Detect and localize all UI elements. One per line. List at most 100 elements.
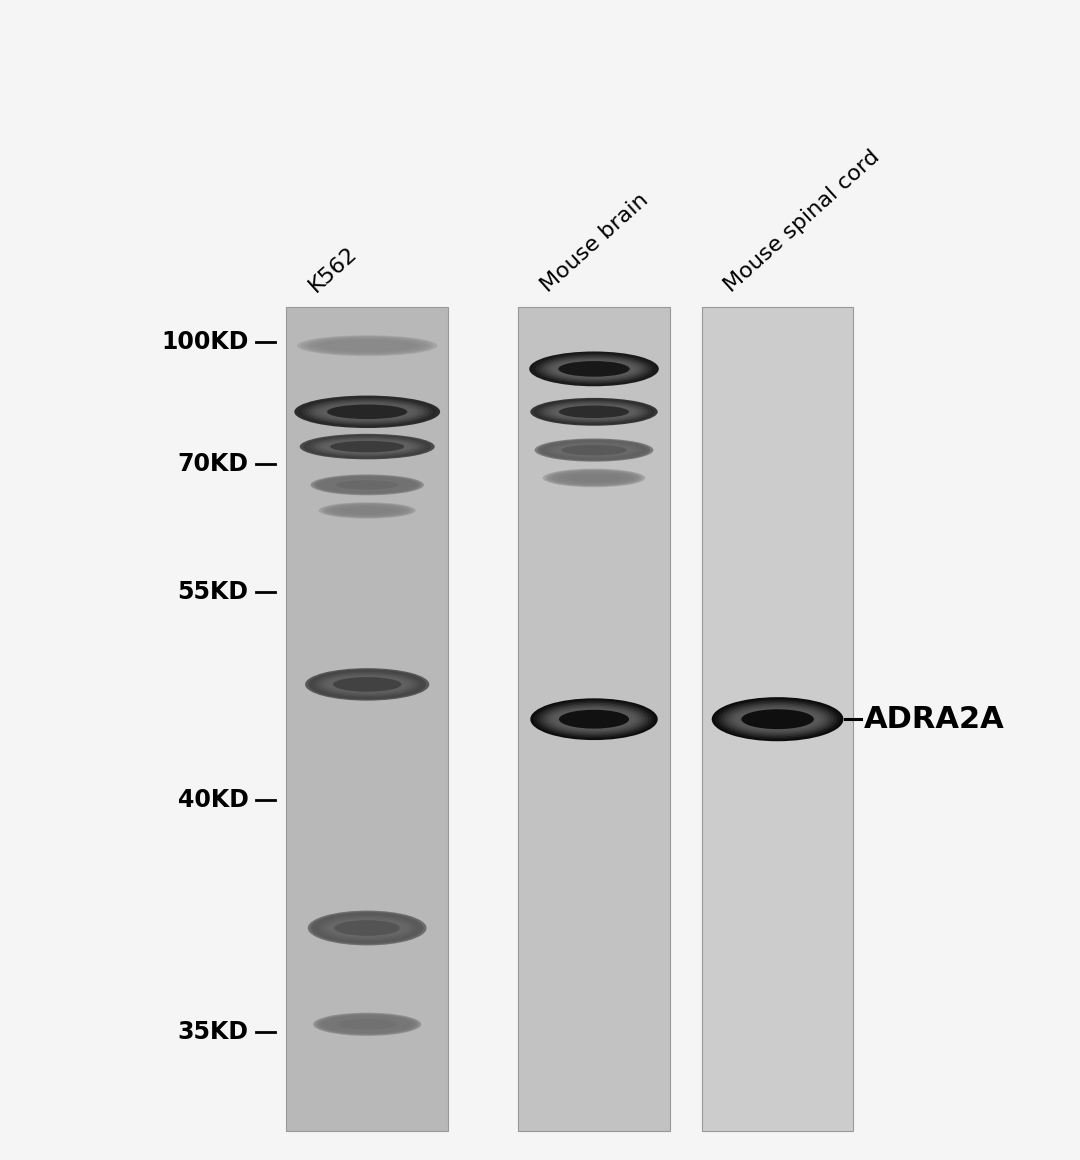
Ellipse shape — [529, 351, 659, 386]
Text: 55KD: 55KD — [177, 580, 248, 603]
Ellipse shape — [338, 1020, 397, 1030]
Ellipse shape — [323, 916, 411, 940]
Ellipse shape — [546, 403, 642, 421]
Ellipse shape — [327, 676, 407, 693]
Ellipse shape — [326, 918, 409, 938]
Text: 40KD: 40KD — [177, 789, 248, 812]
Ellipse shape — [327, 405, 407, 419]
Ellipse shape — [534, 699, 654, 739]
Ellipse shape — [543, 704, 645, 734]
Ellipse shape — [324, 503, 411, 517]
Ellipse shape — [319, 477, 416, 493]
Ellipse shape — [542, 356, 646, 382]
Ellipse shape — [553, 471, 635, 485]
Ellipse shape — [330, 441, 404, 452]
Ellipse shape — [538, 440, 650, 461]
Ellipse shape — [306, 399, 429, 425]
Ellipse shape — [553, 709, 635, 730]
Ellipse shape — [552, 443, 635, 457]
Ellipse shape — [559, 406, 629, 418]
Ellipse shape — [305, 336, 431, 355]
Ellipse shape — [326, 503, 408, 517]
Text: 70KD: 70KD — [177, 452, 248, 476]
Ellipse shape — [320, 404, 415, 420]
Ellipse shape — [328, 341, 406, 350]
Ellipse shape — [319, 1014, 416, 1035]
Ellipse shape — [561, 473, 627, 483]
Ellipse shape — [535, 438, 653, 462]
Text: K562: K562 — [306, 242, 361, 296]
Text: Mouse spinal cord: Mouse spinal cord — [721, 146, 883, 296]
Ellipse shape — [311, 670, 423, 698]
Ellipse shape — [566, 473, 622, 483]
Ellipse shape — [323, 441, 411, 454]
Ellipse shape — [537, 702, 651, 737]
Ellipse shape — [334, 506, 402, 515]
Ellipse shape — [549, 358, 639, 379]
Ellipse shape — [303, 435, 431, 458]
Ellipse shape — [534, 399, 654, 425]
Ellipse shape — [300, 434, 435, 459]
Ellipse shape — [336, 506, 399, 514]
Ellipse shape — [316, 1014, 419, 1035]
FancyBboxPatch shape — [286, 307, 448, 1131]
Ellipse shape — [313, 437, 421, 456]
Ellipse shape — [546, 442, 642, 458]
Ellipse shape — [545, 470, 643, 486]
Ellipse shape — [543, 441, 645, 459]
Ellipse shape — [551, 471, 637, 485]
Ellipse shape — [319, 502, 416, 519]
Ellipse shape — [328, 920, 406, 937]
Ellipse shape — [530, 698, 658, 740]
Ellipse shape — [295, 396, 441, 428]
Ellipse shape — [721, 702, 834, 737]
Ellipse shape — [558, 361, 630, 377]
Ellipse shape — [545, 357, 643, 380]
Ellipse shape — [548, 470, 640, 486]
Ellipse shape — [322, 478, 413, 492]
Ellipse shape — [328, 505, 406, 516]
Ellipse shape — [530, 398, 658, 426]
Ellipse shape — [329, 1017, 405, 1031]
Ellipse shape — [322, 341, 413, 351]
Ellipse shape — [327, 479, 407, 491]
Ellipse shape — [310, 436, 424, 457]
Ellipse shape — [327, 1017, 408, 1031]
Ellipse shape — [311, 474, 424, 495]
Ellipse shape — [550, 443, 638, 457]
Ellipse shape — [335, 920, 400, 936]
Ellipse shape — [734, 708, 821, 731]
Ellipse shape — [543, 401, 645, 422]
Ellipse shape — [540, 703, 648, 735]
Ellipse shape — [559, 710, 629, 728]
Ellipse shape — [562, 445, 626, 456]
Ellipse shape — [316, 438, 418, 455]
Ellipse shape — [550, 404, 638, 420]
Ellipse shape — [307, 436, 428, 457]
FancyBboxPatch shape — [702, 307, 853, 1131]
Ellipse shape — [540, 440, 648, 461]
Ellipse shape — [313, 1013, 421, 1036]
Text: ADRA2A: ADRA2A — [864, 704, 1004, 734]
Ellipse shape — [297, 335, 437, 356]
Ellipse shape — [728, 705, 827, 733]
Ellipse shape — [741, 709, 814, 730]
Text: 100KD: 100KD — [161, 331, 248, 354]
Text: Mouse brain: Mouse brain — [538, 189, 652, 296]
Ellipse shape — [558, 472, 630, 484]
Ellipse shape — [321, 674, 414, 695]
Ellipse shape — [340, 507, 394, 514]
Ellipse shape — [320, 915, 415, 941]
Ellipse shape — [718, 701, 837, 738]
Ellipse shape — [300, 336, 434, 355]
Ellipse shape — [319, 340, 417, 351]
Ellipse shape — [330, 506, 404, 515]
Ellipse shape — [539, 355, 649, 383]
Ellipse shape — [308, 669, 427, 699]
Ellipse shape — [312, 401, 422, 422]
Ellipse shape — [314, 339, 420, 353]
Ellipse shape — [316, 914, 418, 942]
Ellipse shape — [308, 338, 427, 354]
Ellipse shape — [333, 677, 402, 691]
Ellipse shape — [546, 705, 642, 733]
